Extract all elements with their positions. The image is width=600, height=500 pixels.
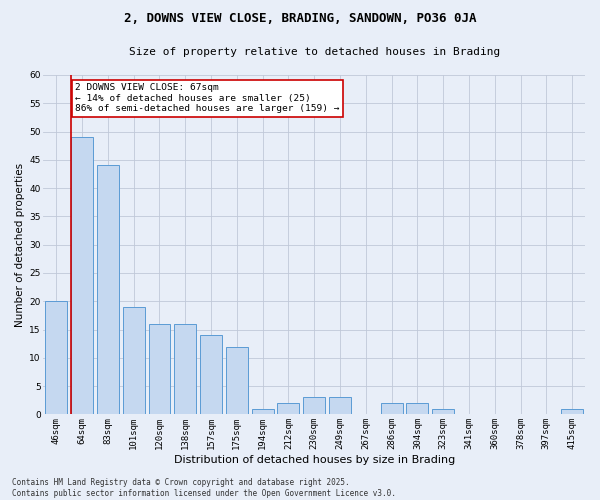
Title: Size of property relative to detached houses in Brading: Size of property relative to detached ho… [128, 48, 500, 58]
Bar [277, 403, 299, 414]
Text: 2 DOWNS VIEW CLOSE: 67sqm
← 14% of detached houses are smaller (25)
86% of semi-: 2 DOWNS VIEW CLOSE: 67sqm ← 14% of detac… [75, 84, 340, 113]
Bar [46, 302, 67, 414]
Bar [561, 409, 583, 414]
Bar [251, 409, 274, 414]
Bar [303, 398, 325, 414]
Bar [380, 403, 403, 414]
Bar [97, 166, 119, 414]
Bar [226, 346, 248, 414]
Bar [175, 324, 196, 414]
Bar [200, 335, 222, 414]
Bar [432, 409, 454, 414]
X-axis label: Distribution of detached houses by size in Brading: Distribution of detached houses by size … [173, 455, 455, 465]
Bar [149, 324, 170, 414]
Bar [123, 307, 145, 414]
Text: 2, DOWNS VIEW CLOSE, BRADING, SANDOWN, PO36 0JA: 2, DOWNS VIEW CLOSE, BRADING, SANDOWN, P… [124, 12, 476, 26]
Y-axis label: Number of detached properties: Number of detached properties [15, 162, 25, 326]
Bar [406, 403, 428, 414]
Bar [329, 398, 351, 414]
Text: Contains HM Land Registry data © Crown copyright and database right 2025.
Contai: Contains HM Land Registry data © Crown c… [12, 478, 396, 498]
Bar [71, 137, 93, 414]
